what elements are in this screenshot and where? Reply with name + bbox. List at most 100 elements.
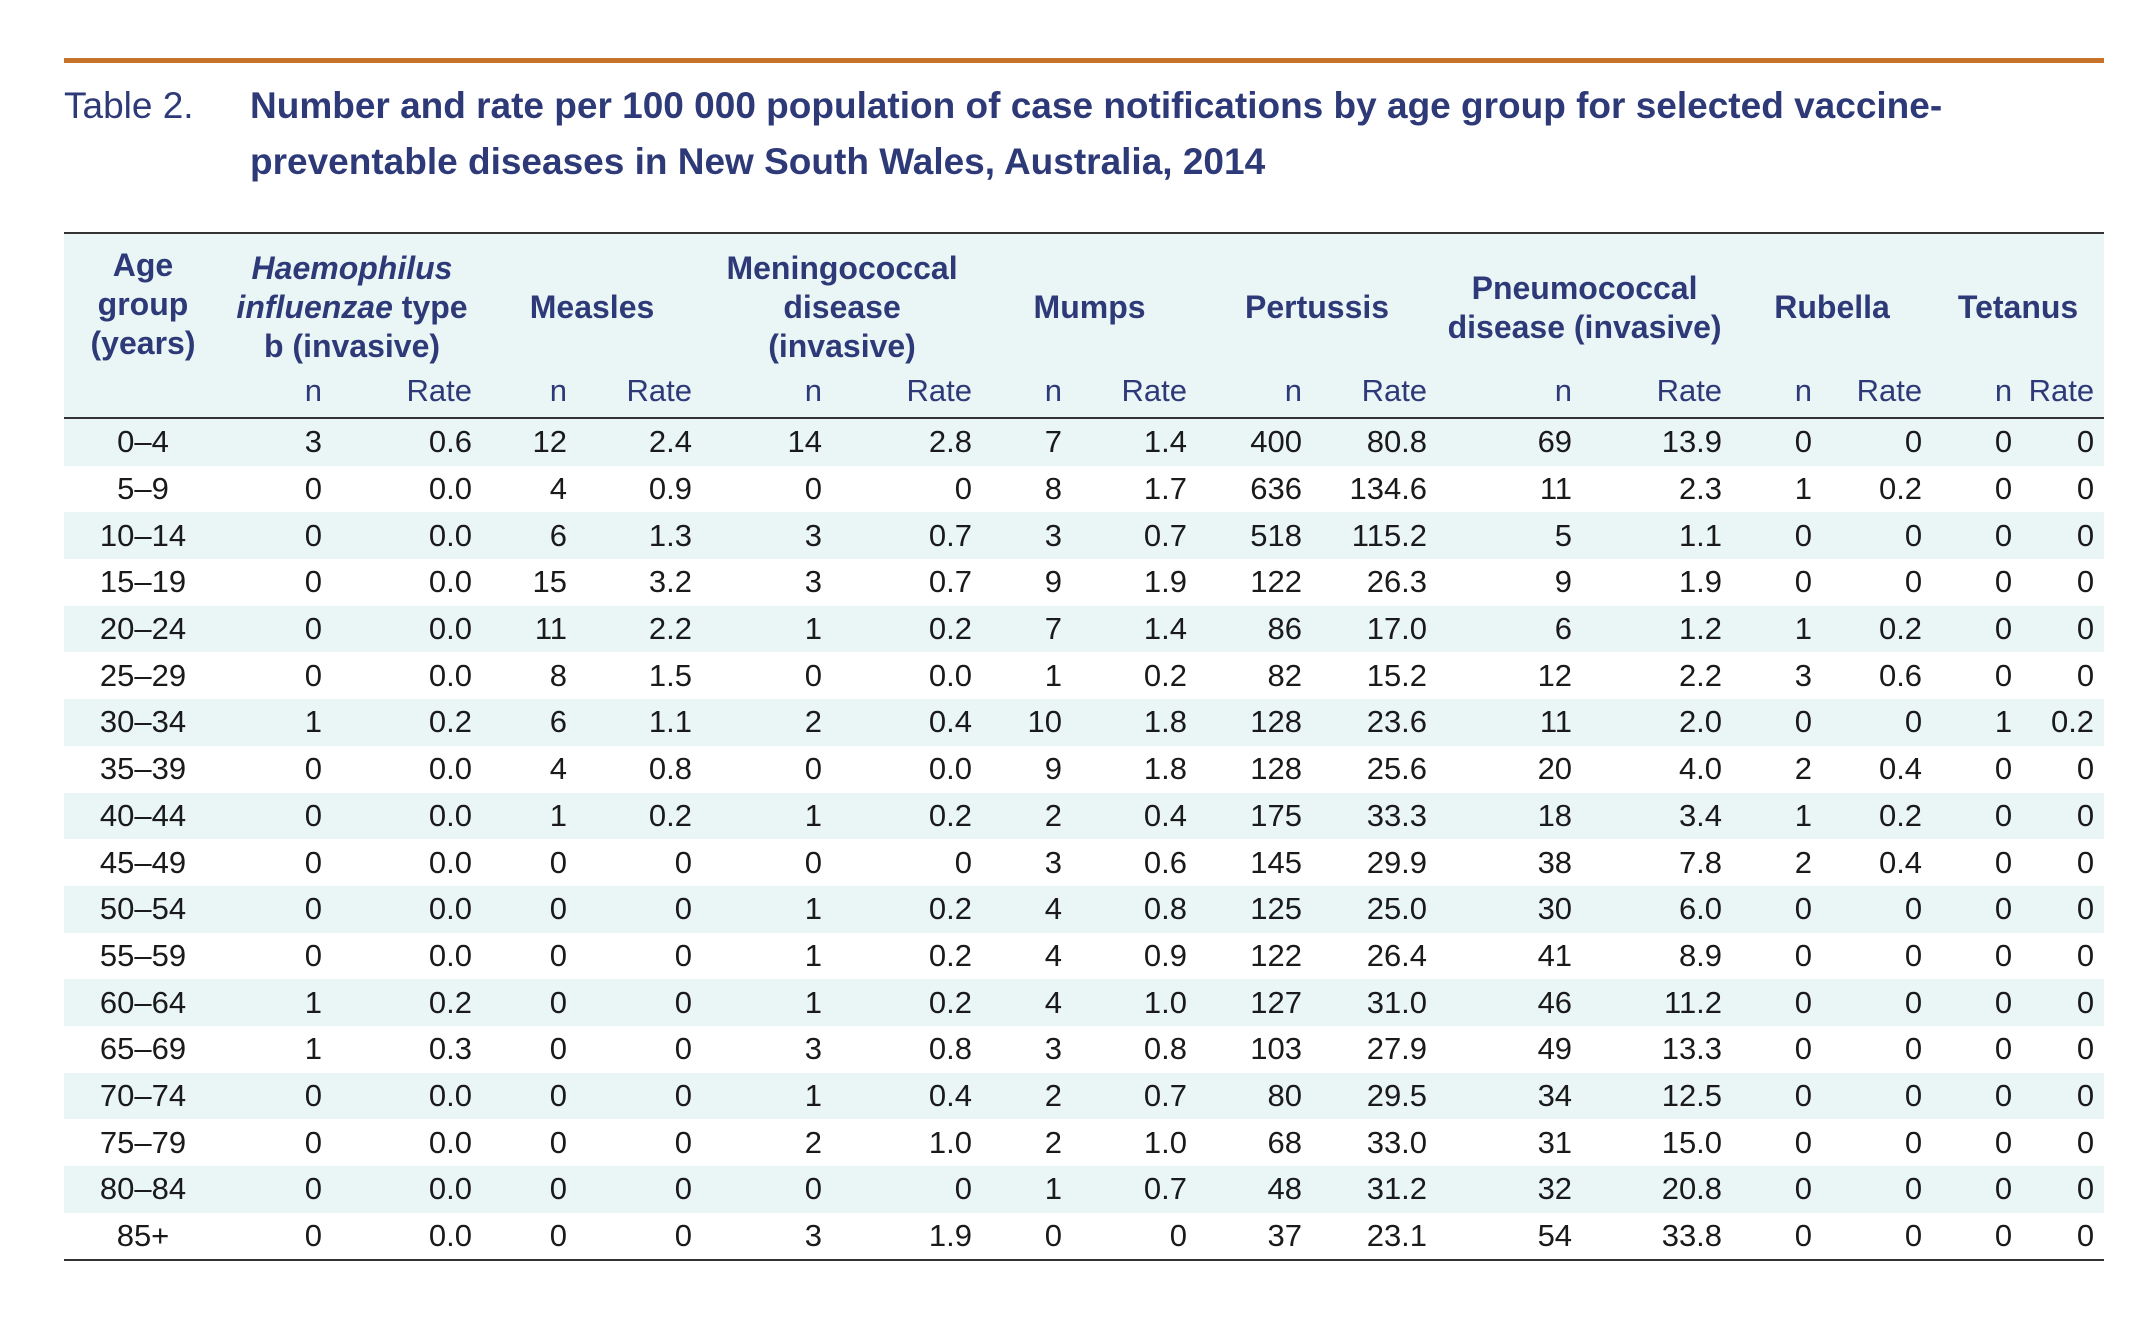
cell-rate: 0.6 xyxy=(1822,652,1933,700)
cell-count: 636 xyxy=(1197,465,1313,513)
cell-count: 0 xyxy=(222,839,332,886)
cell-rate: 0.4 xyxy=(1822,745,1933,793)
cell-count: 1 xyxy=(222,979,332,1026)
cell-rate: 115.2 xyxy=(1312,512,1438,560)
cell-rate: 0 xyxy=(1822,979,1933,1026)
cell-count: 1 xyxy=(222,1025,332,1073)
cell-count: 122 xyxy=(1197,559,1313,606)
cell-count: 0 xyxy=(482,839,578,886)
cell-count: 3 xyxy=(1732,652,1823,700)
data-table-container: Age group (years) Haemophilus influenzae… xyxy=(64,232,2105,1261)
cell-rate: 29.5 xyxy=(1312,1072,1438,1120)
cell-rate: 0.0 xyxy=(332,839,483,886)
cell-rate: 0 xyxy=(1822,1212,1933,1261)
cell-count: 12 xyxy=(482,418,578,466)
cell-rate: 1.7 xyxy=(1072,465,1198,513)
subheader-rate: Rate xyxy=(1072,369,1198,418)
cell-age-group: 5–9 xyxy=(64,465,222,513)
cell-rate: 1.1 xyxy=(1582,512,1733,560)
cell-rate: 0 xyxy=(577,1072,703,1120)
table-row: 55–59 0 0.0 0 0 1 0.2 4 0.9 122 26.4 41 8.9 0 0 0 0 xyxy=(64,932,2105,980)
cell-count: 0 xyxy=(222,605,332,653)
cell-count: 0 xyxy=(482,1072,578,1120)
cell-rate: 0.9 xyxy=(1072,932,1198,980)
header-rubella: Rubella xyxy=(1732,233,1933,369)
header-measles: Measles xyxy=(482,233,703,369)
header-meningococcal: Meningococcal disease (invasive) xyxy=(702,233,983,369)
cell-age-group: 25–29 xyxy=(64,652,222,700)
cell-rate: 134.6 xyxy=(1312,465,1438,513)
data-table: Age group (years) Haemophilus influenzae… xyxy=(64,232,2105,1261)
cell-rate: 1.4 xyxy=(1072,605,1198,653)
cell-rate: 1.0 xyxy=(1072,1119,1198,1166)
cell-rate: 0 xyxy=(1822,559,1933,606)
cell-count: 38 xyxy=(1437,839,1583,886)
cell-rate: 0.2 xyxy=(832,932,983,980)
cell-rate: 33.3 xyxy=(1312,792,1438,840)
cell-rate: 23.6 xyxy=(1312,699,1438,746)
cell-rate: 7.8 xyxy=(1582,839,1733,886)
cell-rate: 8.9 xyxy=(1582,932,1733,980)
table-caption: Table 2. Number and rate per 100 000 pop… xyxy=(64,78,2104,190)
cell-count: 3 xyxy=(702,1025,833,1073)
cell-rate: 0.2 xyxy=(832,885,983,933)
cell-count: 145 xyxy=(1197,839,1313,886)
cell-count: 0 xyxy=(702,1166,833,1213)
cell-count: 0 xyxy=(222,1212,332,1261)
table-row: 0–4 3 0.6 12 2.4 14 2.8 7 1.4 400 80.8 69 13.9 0 0 0 0 xyxy=(64,418,2105,466)
subheader-rate: Rate xyxy=(577,369,703,418)
cell-rate: 0 xyxy=(2022,418,2105,466)
table-row: 5–9 0 0.0 4 0.9 0 0 8 1.7 636 134.6 11 2.3 1 0.2 0 0 xyxy=(64,465,2105,513)
cell-rate: 0.0 xyxy=(332,652,483,700)
cell-count: 0 xyxy=(1732,512,1823,560)
cell-count: 6 xyxy=(1437,605,1583,653)
cell-rate: 1.2 xyxy=(1582,605,1733,653)
cell-count: 2 xyxy=(1732,745,1823,793)
subheader-rate: Rate xyxy=(1822,369,1933,418)
cell-rate: 0.2 xyxy=(1072,652,1198,700)
table-row: 80–84 0 0.0 0 0 0 0 1 0.7 48 31.2 32 20.8 0 0 0 0 xyxy=(64,1166,2105,1213)
header-pneumococcal: Pneumococcal disease (invasive) xyxy=(1437,233,1733,369)
cell-count: 12 xyxy=(1437,652,1583,700)
cell-rate: 4.0 xyxy=(1582,745,1733,793)
cell-count: 0 xyxy=(222,512,332,560)
cell-rate: 1.5 xyxy=(577,652,703,700)
cell-rate: 0 xyxy=(2022,652,2105,700)
cell-rate: 0 xyxy=(577,1166,703,1213)
cell-count: 0 xyxy=(222,559,332,606)
cell-rate: 0 xyxy=(2022,979,2105,1026)
cell-count: 0 xyxy=(222,652,332,700)
cell-rate: 0.8 xyxy=(577,745,703,793)
cell-rate: 0.0 xyxy=(332,1119,483,1166)
table-row: 10–14 0 0.0 6 1.3 3 0.7 3 0.7 518 115.2 5 1.1 0 0 0 0 xyxy=(64,512,2105,560)
cell-rate: 0.0 xyxy=(332,932,483,980)
cell-count: 0 xyxy=(222,792,332,840)
cell-rate: 0.9 xyxy=(577,465,703,513)
cell-age-group: 0–4 xyxy=(64,418,222,466)
cell-rate: 0.2 xyxy=(332,699,483,746)
cell-count: 1 xyxy=(1732,465,1823,513)
cell-count: 0 xyxy=(222,1072,332,1120)
cell-rate: 23.1 xyxy=(1312,1212,1438,1261)
cell-rate: 0 xyxy=(1072,1212,1198,1261)
cell-count: 1 xyxy=(702,885,833,933)
cell-count: 0 xyxy=(982,1212,1073,1261)
cell-rate: 0 xyxy=(1822,885,1933,933)
cell-rate: 15.2 xyxy=(1312,652,1438,700)
cell-rate: 0.0 xyxy=(832,745,983,793)
cell-count: 0 xyxy=(1932,792,2023,840)
cell-rate: 0.4 xyxy=(1822,839,1933,886)
cell-count: 9 xyxy=(982,745,1073,793)
table-row: 15–19 0 0.0 15 3.2 3 0.7 9 1.9 122 26.3 9 1.9 0 0 0 0 xyxy=(64,559,2105,606)
cell-rate: 0.2 xyxy=(832,605,983,653)
cell-rate: 0 xyxy=(577,885,703,933)
table-body: 0–4 3 0.6 12 2.4 14 2.8 7 1.4 400 80.8 69 13.9 0 0 0 0 5–… xyxy=(64,418,2105,1261)
cell-age-group: 10–14 xyxy=(64,512,222,560)
cell-count: 7 xyxy=(982,418,1073,466)
cell-rate: 31.2 xyxy=(1312,1166,1438,1213)
cell-count: 86 xyxy=(1197,605,1313,653)
cell-count: 0 xyxy=(1732,1025,1823,1073)
cell-count: 0 xyxy=(222,885,332,933)
cell-count: 1 xyxy=(1932,699,2023,746)
cell-rate: 0 xyxy=(2022,1025,2105,1073)
